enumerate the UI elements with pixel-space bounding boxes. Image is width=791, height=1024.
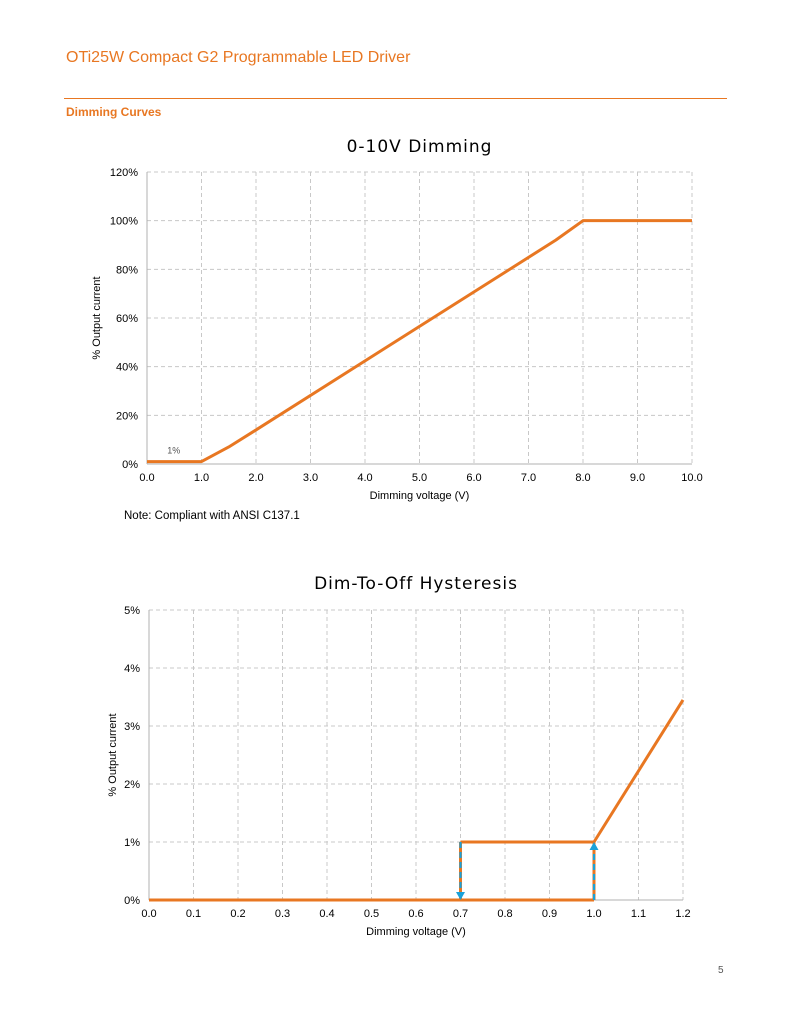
x-tick-label: 4.0 bbox=[357, 472, 372, 484]
y-tick-label: 0% bbox=[124, 895, 140, 907]
y-axis-label: % Output current bbox=[91, 276, 103, 359]
x-tick-label: 5.0 bbox=[412, 472, 427, 484]
x-tick-label: 0.0 bbox=[141, 908, 156, 920]
x-tick-label: 6.0 bbox=[466, 472, 481, 484]
x-tick-label: 0.5 bbox=[364, 908, 379, 920]
y-tick-label: 120% bbox=[110, 167, 138, 179]
x-tick-label: 0.1 bbox=[186, 908, 201, 920]
y-tick-label: 2% bbox=[124, 779, 140, 791]
y-tick-label: 1% bbox=[124, 837, 140, 849]
x-tick-label: 7.0 bbox=[521, 472, 536, 484]
x-tick-label: 1.0 bbox=[586, 908, 601, 920]
x-tick-label: 0.0 bbox=[139, 472, 154, 484]
x-axis-label: Dimming voltage (V) bbox=[370, 490, 470, 502]
chart-title: Dim-To-Off Hysteresis bbox=[314, 574, 518, 594]
y-tick-label: 60% bbox=[116, 313, 138, 325]
hysteresis-arrowhead bbox=[589, 842, 599, 850]
x-tick-label: 1.2 bbox=[675, 908, 690, 920]
y-axis-label: % Output current bbox=[107, 713, 119, 796]
chart-0-10v-dimming: 0-10V Dimming 0.0 1.0 2.0 3.0 4.0 5.0 6.0 7.0 8.0… bbox=[91, 137, 703, 502]
x-tick-label: 3.0 bbox=[303, 472, 318, 484]
page-number: 5 bbox=[718, 965, 724, 976]
y-tick-label: 80% bbox=[116, 264, 138, 276]
x-tick-label: 0.2 bbox=[230, 908, 245, 920]
x-tick-label: 10.0 bbox=[681, 472, 702, 484]
y-tick-label: 40% bbox=[116, 362, 138, 374]
header-divider bbox=[64, 98, 727, 99]
x-tick-label: 0.9 bbox=[542, 908, 557, 920]
y-tick-label: 0% bbox=[122, 459, 138, 471]
x-tick-label: 0.3 bbox=[275, 908, 290, 920]
y-tick-label: 20% bbox=[116, 410, 138, 422]
x-tick-label: 1.0 bbox=[194, 472, 209, 484]
series-line-2 bbox=[460, 699, 685, 844]
hysteresis-arrowhead bbox=[456, 892, 465, 900]
x-tick-label: 0.6 bbox=[408, 908, 423, 920]
series-line-1 bbox=[147, 219, 692, 464]
x-tick-label: 1.1 bbox=[631, 908, 646, 920]
section-title: Dimming Curves bbox=[66, 105, 162, 119]
data-annotation: 1% bbox=[167, 446, 180, 456]
x-tick-label: 0.4 bbox=[319, 908, 334, 920]
x-tick-label: 2.0 bbox=[248, 472, 263, 484]
y-tick-label: 4% bbox=[124, 663, 140, 675]
chart-title: 0-10V Dimming bbox=[347, 137, 493, 157]
compliance-note: Note: Compliant with ANSI C137.1 bbox=[124, 510, 300, 522]
x-axis-label: Dimming voltage (V) bbox=[366, 926, 466, 938]
document-title: OTi25W Compact G2 Programmable LED Drive… bbox=[66, 49, 411, 66]
x-tick-label: 9.0 bbox=[630, 472, 645, 484]
x-tick-label: 0.8 bbox=[497, 908, 512, 920]
x-tick-label: 0.7 bbox=[453, 908, 468, 920]
y-tick-label: 5% bbox=[124, 605, 140, 617]
chart-dim-to-off-hysteresis: Dim-To-Off Hysteresis 0.0 0.1 0.2 0.3 0.4 0.5 0… bbox=[107, 574, 691, 938]
x-tick-label: 8.0 bbox=[575, 472, 590, 484]
y-tick-label: 100% bbox=[110, 216, 138, 228]
y-tick-label: 3% bbox=[124, 721, 140, 733]
